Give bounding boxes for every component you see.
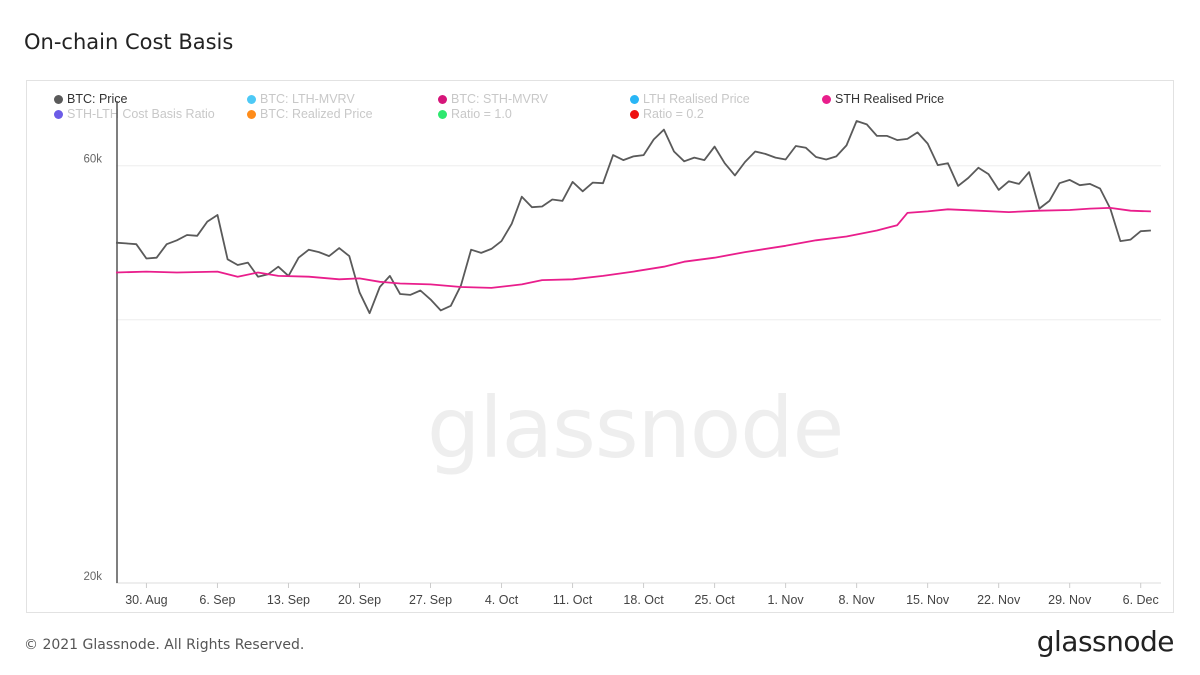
x-tick-label: 11. Oct bbox=[553, 593, 593, 607]
x-tick-label: 29. Nov bbox=[1048, 593, 1092, 607]
legend-label: LTH Realised Price bbox=[643, 92, 750, 106]
x-tick-label: 4. Oct bbox=[485, 593, 519, 607]
legend-label: BTC: Price bbox=[67, 92, 128, 106]
legend-item-btc-lth-mvrv[interactable]: BTC: LTH-MVRV bbox=[247, 92, 355, 106]
series-line-sth-realised-price bbox=[115, 207, 1151, 289]
legend-label: STH Realised Price bbox=[835, 92, 945, 106]
legend-item-btc-realized-price[interactable]: BTC: Realized Price bbox=[247, 107, 373, 121]
legend-dot-icon bbox=[822, 94, 831, 104]
x-tick-label: 30. Aug bbox=[125, 593, 167, 607]
x-tick-label: 27. Sep bbox=[409, 593, 452, 607]
copyright-footer: © 2021 Glassnode. All Rights Reserved. bbox=[24, 637, 305, 653]
x-tick-label: 13. Sep bbox=[267, 593, 310, 607]
chart-frame: BTC: Price BTC: LTH-MVRV BTC: STH-MVRV LTH … bbox=[26, 80, 1174, 613]
legend-item-sth-realised-price[interactable]: STH Realised Price bbox=[822, 92, 944, 106]
x-tick-label: 8. Nov bbox=[839, 593, 876, 607]
legend-dot-icon bbox=[247, 109, 256, 119]
legend-dot-icon bbox=[438, 94, 447, 104]
x-tick-label: 6. Dec bbox=[1123, 593, 1159, 607]
legend-dot-icon bbox=[54, 94, 63, 104]
legend-dot-icon bbox=[54, 109, 63, 119]
legend-dot-icon bbox=[630, 109, 639, 119]
x-tick-label: 20. Sep bbox=[338, 593, 381, 607]
page-title: On-chain Cost Basis bbox=[24, 30, 234, 54]
x-tick-label: 6. Sep bbox=[199, 593, 235, 607]
legend-item-ratio-0-2[interactable]: Ratio = 0.2 bbox=[630, 107, 704, 121]
legend-dot-icon bbox=[247, 94, 256, 104]
watermark: glassnode bbox=[427, 379, 844, 477]
x-tick-label: 22. Nov bbox=[977, 593, 1021, 607]
legend-label: BTC: LTH-MVRV bbox=[260, 92, 355, 106]
legend-label: BTC: Realized Price bbox=[260, 107, 373, 121]
series-line-btc-price bbox=[115, 120, 1151, 315]
legend-item-lth-realised-price[interactable]: LTH Realised Price bbox=[630, 92, 750, 106]
x-tick-label: 15. Nov bbox=[906, 593, 950, 607]
legend-dot-icon bbox=[630, 94, 639, 104]
legend-label: BTC: STH-MVRV bbox=[451, 92, 548, 106]
legend-item-btc-price[interactable]: BTC: Price bbox=[54, 92, 127, 106]
x-tick-label: 25. Oct bbox=[694, 593, 735, 607]
legend-dot-icon bbox=[438, 109, 447, 119]
legend-item-ratio-1-0[interactable]: Ratio = 1.0 bbox=[438, 107, 512, 121]
x-tick-label: 18. Oct bbox=[623, 593, 664, 607]
legend-item-btc-sth-mvrv[interactable]: BTC: STH-MVRV bbox=[438, 92, 548, 106]
legend-item-sth-lth-cost-basis-ratio[interactable]: STH-LTH Cost Basis Ratio bbox=[54, 107, 215, 121]
brand-logo[interactable]: glassnode bbox=[1036, 625, 1175, 658]
legend-label: STH-LTH Cost Basis Ratio bbox=[67, 107, 215, 121]
chart-plot: 20k 60k 30. Aug 6. Sep 13. Sep 20. Sep 27. Sep… bbox=[83, 101, 1161, 607]
y-tick-label: 20k bbox=[83, 571, 102, 583]
y-tick-label: 60k bbox=[83, 154, 102, 166]
legend-label: Ratio = 0.2 bbox=[643, 107, 704, 121]
legend-label: Ratio = 1.0 bbox=[451, 107, 512, 121]
x-tick-label: 1. Nov bbox=[768, 593, 805, 607]
